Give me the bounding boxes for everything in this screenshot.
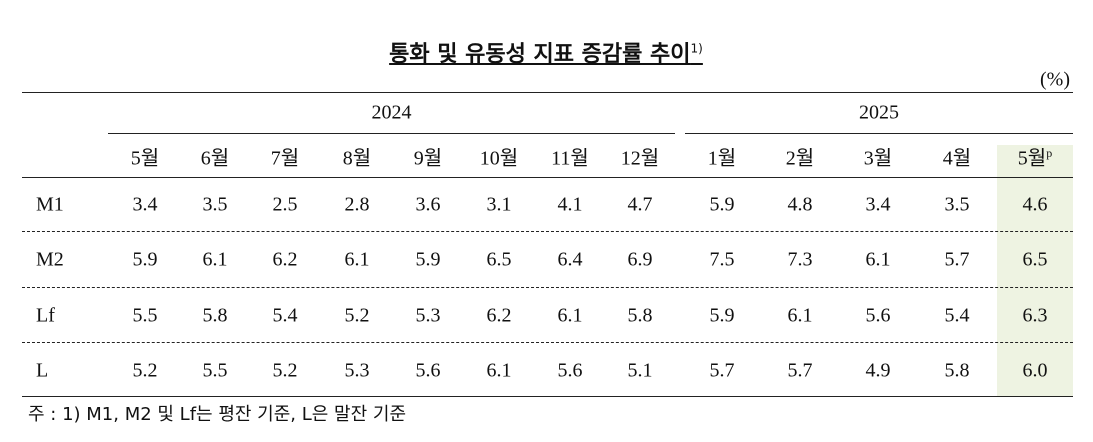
cell: 7.3 xyxy=(787,248,813,271)
month-mark: p xyxy=(1046,145,1053,160)
cell: 5.8 xyxy=(627,304,653,327)
month: 4월 xyxy=(942,147,972,170)
cell: 6.1 xyxy=(787,304,813,327)
cell: 6.5 xyxy=(1022,248,1048,271)
month-label: 5월 xyxy=(1017,147,1047,170)
cell: 5.5 xyxy=(132,304,158,327)
year: 2025 xyxy=(859,101,899,124)
cell: 5.8 xyxy=(202,304,228,327)
cell: 5.7 xyxy=(709,359,735,382)
row-label: M1 xyxy=(36,193,64,216)
unit: (%) xyxy=(1040,68,1070,91)
row-label: L xyxy=(36,359,49,382)
title-note-ref: 1) xyxy=(690,41,703,56)
cell: 6.2 xyxy=(486,304,512,327)
cell: 5.6 xyxy=(557,359,583,382)
month: 6월 xyxy=(200,147,230,170)
year: 2024 xyxy=(371,101,412,124)
cell: 6.1 xyxy=(202,248,228,271)
month: 10월 xyxy=(479,147,519,170)
cell: 7.5 xyxy=(709,248,735,271)
month: 5월 xyxy=(130,147,160,170)
cell: 6.5 xyxy=(486,248,512,271)
cell: 5.8 xyxy=(944,359,970,382)
cell: 3.4 xyxy=(865,193,891,216)
rule xyxy=(22,231,1073,232)
month: 2월 xyxy=(785,147,815,170)
highlight xyxy=(997,145,1073,396)
cell: 3.5 xyxy=(202,193,228,216)
rule xyxy=(22,92,1073,93)
cell: 5.9 xyxy=(709,304,735,327)
cell: 5.6 xyxy=(865,304,891,327)
cell: 4.8 xyxy=(787,193,813,216)
month: 5월p xyxy=(1018,142,1052,171)
cell: 6.1 xyxy=(557,304,583,327)
cell: 4.9 xyxy=(865,359,891,382)
cell: 5.7 xyxy=(787,359,813,382)
cell: 5.4 xyxy=(272,304,298,327)
cell: 6.1 xyxy=(344,248,370,271)
cell: 6.1 xyxy=(486,359,512,382)
cell: 5.7 xyxy=(944,248,970,271)
month: 3월 xyxy=(863,147,893,170)
month: 8월 xyxy=(342,147,372,170)
month: 12월 xyxy=(620,147,660,170)
note: 주 : 1) M1, M2 및 Lf는 평잔 기준, L은 말잔 기준 xyxy=(28,404,406,425)
month: 9월 xyxy=(413,147,443,170)
cell: 5.9 xyxy=(132,248,158,271)
cell: 5.2 xyxy=(132,359,158,382)
cell: 6.2 xyxy=(272,248,298,271)
cell: 3.6 xyxy=(415,193,441,216)
rule xyxy=(22,177,1073,178)
cell: 5.9 xyxy=(709,193,735,216)
rule xyxy=(108,133,675,134)
cell: 5.4 xyxy=(944,304,970,327)
cell: 3.5 xyxy=(944,193,970,216)
cell: 4.1 xyxy=(557,193,583,216)
month: 1월 xyxy=(707,147,737,170)
row-label: Lf xyxy=(36,304,55,327)
rule xyxy=(22,342,1073,343)
cell: 4.7 xyxy=(627,193,653,216)
row-label: M2 xyxy=(36,248,64,271)
month: 11월 xyxy=(551,147,589,170)
cell: 5.3 xyxy=(415,304,441,327)
cell: 2.8 xyxy=(344,193,370,216)
cell: 5.6 xyxy=(415,359,441,382)
rule xyxy=(22,396,1073,397)
cell: 6.0 xyxy=(1022,359,1048,382)
rule xyxy=(22,287,1073,288)
rule xyxy=(685,133,1073,134)
cell: 5.2 xyxy=(272,359,298,382)
cell: 5.9 xyxy=(415,248,441,271)
month: 7월 xyxy=(270,147,300,170)
cell: 2.5 xyxy=(272,193,298,216)
cell: 3.1 xyxy=(486,193,512,216)
cell: 4.6 xyxy=(1022,193,1048,216)
cell: 5.2 xyxy=(344,304,370,327)
cell: 5.1 xyxy=(627,359,653,382)
cell: 6.1 xyxy=(865,248,891,271)
cell: 6.9 xyxy=(627,248,653,271)
title: 통화 및 유동성 지표 증감률 추이1) xyxy=(389,36,703,68)
cell: 3.4 xyxy=(132,193,158,216)
cell: 5.3 xyxy=(344,359,370,382)
cell: 6.4 xyxy=(557,248,583,271)
title-text: 통화 및 유동성 지표 증감률 추이 xyxy=(389,42,691,67)
cell: 5.5 xyxy=(202,359,228,382)
cell: 6.3 xyxy=(1022,304,1048,327)
